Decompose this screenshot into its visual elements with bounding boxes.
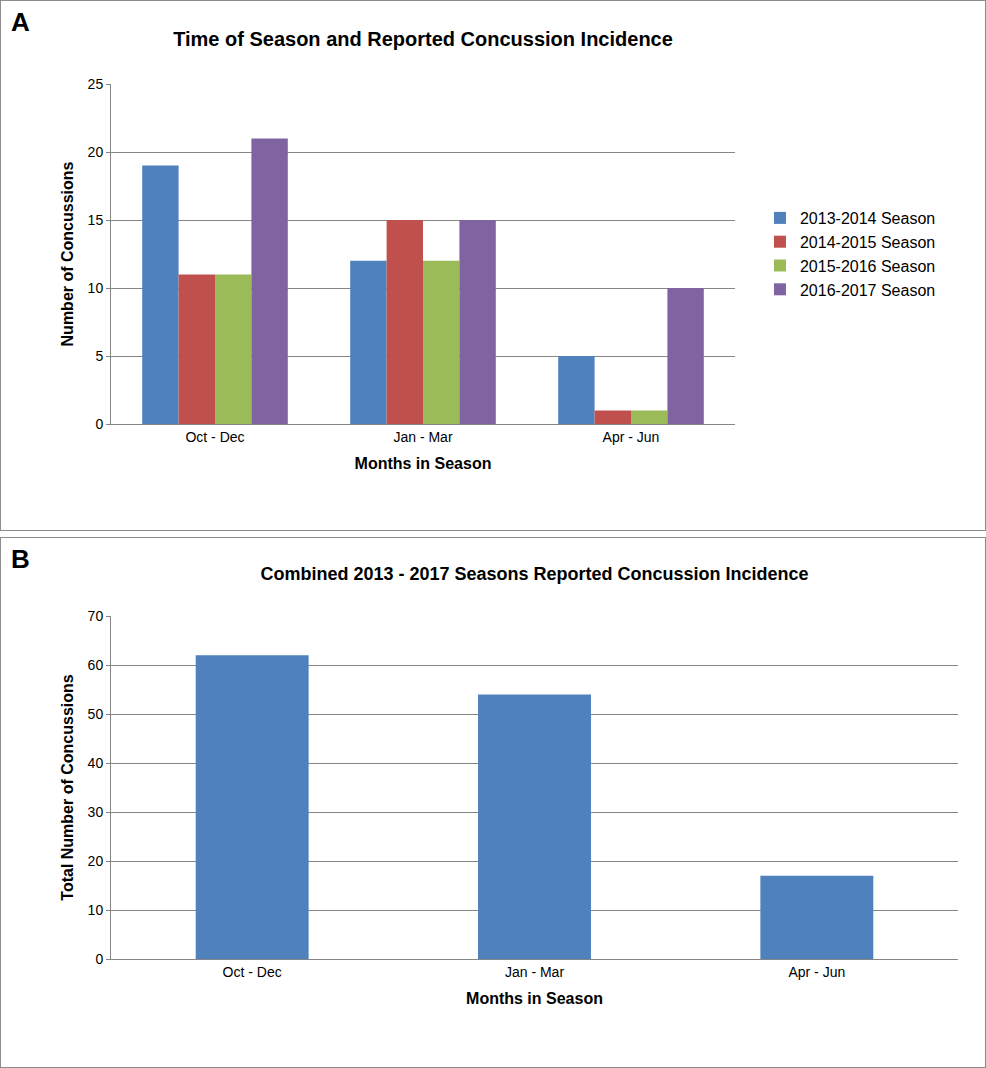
svg-text:50: 50 <box>88 706 104 722</box>
svg-text:5: 5 <box>95 348 103 364</box>
svg-text:0: 0 <box>95 951 103 967</box>
svg-text:Time of Season and Reported Co: Time of Season and Reported Concussion I… <box>173 28 673 50</box>
svg-text:30: 30 <box>88 804 104 820</box>
svg-text:Jan - Mar: Jan - Mar <box>393 429 452 445</box>
svg-text:Months in Season: Months in Season <box>466 990 603 1007</box>
svg-text:0: 0 <box>95 416 103 432</box>
svg-text:2013-2014 Season: 2013-2014 Season <box>800 210 935 227</box>
svg-text:2015-2016 Season: 2015-2016 Season <box>800 258 935 275</box>
svg-text:A: A <box>11 7 30 37</box>
svg-text:Jan - Mar: Jan - Mar <box>505 964 564 980</box>
svg-text:10: 10 <box>88 902 104 918</box>
svg-text:25: 25 <box>88 76 104 92</box>
svg-text:Number of Concussions: Number of Concussions <box>59 161 76 346</box>
svg-text:40: 40 <box>88 755 104 771</box>
svg-text:Apr - Jun: Apr - Jun <box>603 429 660 445</box>
svg-text:Oct - Dec: Oct - Dec <box>185 429 244 445</box>
svg-text:2014-2015 Season: 2014-2015 Season <box>800 234 935 251</box>
svg-text:Oct - Dec: Oct - Dec <box>223 964 282 980</box>
svg-text:B: B <box>11 544 30 574</box>
svg-text:2016-2017 Season: 2016-2017 Season <box>800 282 935 299</box>
svg-text:Total Number of Concussions: Total Number of Concussions <box>59 674 76 900</box>
svg-text:Apr - Jun: Apr - Jun <box>788 964 845 980</box>
svg-text:60: 60 <box>88 657 104 673</box>
svg-text:Months in Season: Months in Season <box>355 455 492 472</box>
svg-text:20: 20 <box>88 853 104 869</box>
svg-text:20: 20 <box>88 144 104 160</box>
svg-text:Combined 2013 - 2017 Seasons R: Combined 2013 - 2017 Seasons Reported Co… <box>260 564 808 584</box>
svg-text:15: 15 <box>88 212 104 228</box>
svg-text:10: 10 <box>88 280 104 296</box>
svg-text:70: 70 <box>88 608 104 624</box>
